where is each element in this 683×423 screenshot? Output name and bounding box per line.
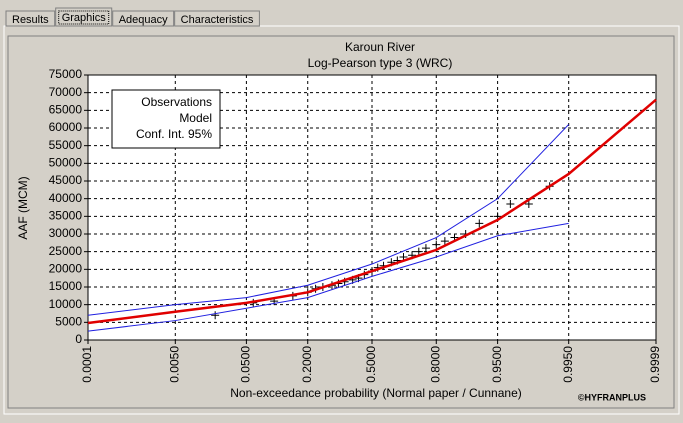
ci-lower [87,222,569,332]
x-tick-label: 0.0500 [239,346,253,383]
x-tick-label: 0.0050 [167,346,181,383]
tab[interactable] [55,7,113,27]
x-tick-label: 0.0001 [80,346,94,383]
legend [111,89,221,149]
y-tick-label: 75000 [49,67,83,81]
observation [506,199,515,208]
y-tick-label: 15000 [49,279,83,293]
y-tick-label: 60000 [49,120,83,134]
observation [211,311,220,320]
x-tick-label: 0.8000 [428,346,442,383]
y-tick-label: 45000 [49,173,83,187]
x-axis-label: Non-exceedance probability (Normal paper… [230,386,522,400]
x-tick-label: 0.9999 [648,346,662,383]
y-tick-label: 30000 [49,226,83,240]
y-tick-label: 10000 [49,297,83,311]
y-tick-label: 50000 [49,156,83,170]
y-tick-label: 5000 [55,315,82,329]
tab-label: Characteristics [181,14,254,26]
x-tick-label: 0.2000 [300,346,314,383]
y-tick-label: 20000 [49,262,83,276]
x-tick-label: 0.9500 [490,346,504,383]
tab[interactable] [5,10,56,27]
chart-title: Karoun River [345,40,415,54]
tab-label: Graphics [62,12,107,24]
observation [432,240,441,249]
y-tick-label: 35000 [49,209,83,223]
tab[interactable] [174,10,260,27]
observation [475,219,484,228]
legend-entry: Observations [141,95,212,109]
credit: ©HYFRANPLUS [578,392,646,402]
y-tick-label: 65000 [49,103,83,117]
observation [421,244,430,253]
model-line [87,98,657,325]
y-tick-label: 55000 [49,138,83,152]
tab-focus [58,10,110,25]
chart-subtitle: Log-Pearson type 3 (WRC) [308,56,453,70]
observation [414,247,423,256]
tab[interactable] [112,10,175,27]
observation [524,199,533,208]
x-tick-label: 0.9950 [561,346,575,383]
legend-entry: Model [179,111,212,125]
x-tick-label: 0.5000 [364,346,378,383]
y-tick-label: 40000 [49,191,83,205]
y-axis-label: AAF (MCM) [16,176,30,239]
legend-entry: Conf. Int. 95% [136,127,212,141]
y-tick-label: 25000 [49,244,83,258]
ci-upper [87,124,570,316]
y-tick-label: 70000 [49,85,83,99]
observation [440,237,449,246]
tab-label: Results [12,14,49,26]
y-tick-label: 0 [75,332,82,346]
tab-label: Adequacy [119,14,168,26]
